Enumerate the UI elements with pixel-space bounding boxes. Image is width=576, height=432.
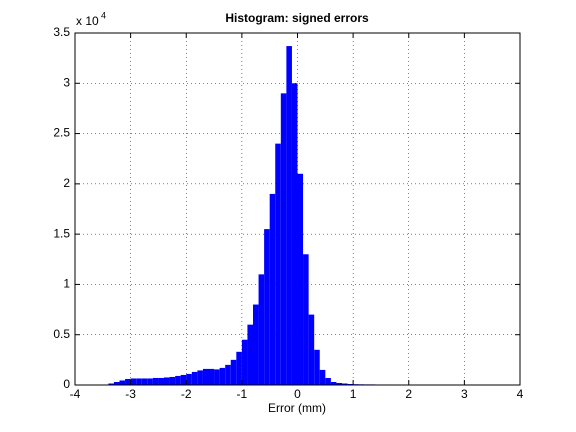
bar (158, 377, 164, 385)
y-tick-label: 0.5 (53, 327, 70, 341)
y-tick-label: 2.5 (53, 126, 70, 140)
bar (214, 369, 220, 385)
y-tick-label: 0 (63, 377, 70, 391)
bar (347, 383, 354, 385)
bar (108, 383, 114, 385)
x-axis-label: Error (mm) (268, 401, 326, 415)
x-tick-label: -3 (125, 387, 136, 401)
bar (325, 377, 331, 385)
bar (197, 370, 203, 385)
bar (330, 381, 337, 385)
x-tick-label: 2 (405, 387, 412, 401)
bar (119, 380, 126, 385)
bar (319, 369, 326, 385)
x-tick-label: -1 (237, 387, 248, 401)
bar (175, 375, 181, 385)
bar (113, 381, 120, 385)
bar (269, 193, 276, 385)
bar (247, 324, 253, 385)
bar (169, 376, 176, 385)
bar (336, 382, 342, 385)
bar (314, 349, 320, 385)
x-tick-label: 1 (350, 387, 357, 401)
bar (258, 274, 265, 385)
bar (303, 254, 309, 385)
y-tick-label: 3.5 (53, 25, 70, 39)
bar (342, 383, 348, 385)
bar (191, 371, 198, 385)
bar (308, 314, 315, 385)
bar (141, 378, 148, 385)
y-tick-label: 3 (63, 75, 70, 89)
bar (291, 83, 298, 386)
bar (130, 378, 137, 385)
x-tick-label: 4 (517, 387, 524, 401)
y-tick-label: 1 (63, 277, 70, 291)
y-multiplier-exponent: 4 (101, 10, 106, 20)
bar (152, 377, 159, 385)
bar (186, 373, 192, 385)
bar (180, 374, 187, 385)
x-tick-label: -4 (70, 387, 81, 401)
bar (286, 46, 292, 386)
y-multiplier: x 10 (76, 14, 99, 28)
x-tick-label: 0 (294, 387, 301, 401)
bar (164, 377, 170, 385)
bar (297, 173, 304, 385)
bar (253, 304, 259, 385)
x-tick-label: 3 (461, 387, 468, 401)
chart-title: Histogram: signed errors (225, 11, 369, 25)
bar (230, 359, 237, 385)
bar (136, 378, 142, 385)
y-tick-label: 2 (63, 176, 70, 190)
y-tick-label: 1.5 (53, 226, 70, 240)
bar (225, 364, 231, 385)
bar (264, 229, 270, 385)
bar (280, 93, 287, 385)
bar (241, 339, 248, 385)
bar (147, 378, 153, 385)
bar (219, 367, 226, 385)
x-tick-label: -2 (181, 387, 192, 401)
bar (125, 378, 131, 385)
bar (202, 368, 209, 385)
bar (236, 351, 242, 385)
bar (208, 368, 215, 385)
bar (275, 143, 281, 385)
